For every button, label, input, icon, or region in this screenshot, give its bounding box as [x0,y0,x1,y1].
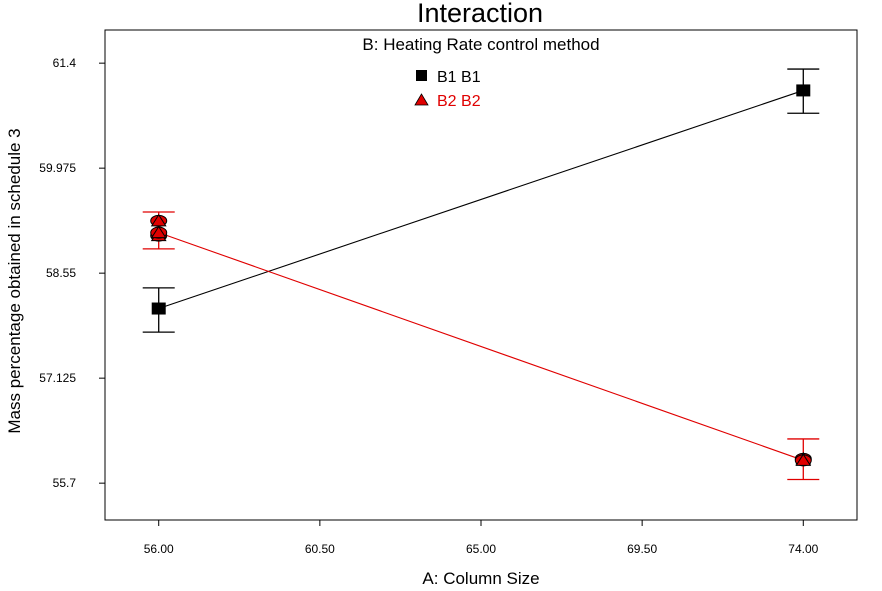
legend-label-b2: B2 B2 [437,93,481,110]
y-axis-label: Mass percentage obtained in schedule 3 [5,128,24,433]
data-point-b1 [151,302,166,315]
error-bars [142,68,820,481]
data-point-b1 [796,84,811,97]
plot-frame [104,29,858,521]
data-markers [150,84,812,467]
y-tick-label: 57.125 [39,371,76,385]
x-axis-label: A: Column Size [422,569,539,588]
series-lines [158,89,804,461]
chart-title: Interaction [417,0,543,28]
x-tick-label: 65.00 [466,542,496,556]
legend: B1 B1 B2 B2 [414,69,481,110]
y-tick-label: 55.7 [53,476,77,490]
data-point-b2 [150,225,167,239]
axes: 56.00 60.50 65.00 69.50 74.00 61.4 59.975 58.55… [39,56,818,556]
x-tick-label: 74.00 [788,542,818,556]
data-point-b2 [795,453,812,466]
legend-label-b1: B1 B1 [437,69,481,86]
series-line-b1 [158,89,804,310]
y-tick-label: 61.4 [53,56,77,70]
series-line-b2 [158,232,804,461]
y-tick-label: 58.55 [46,266,76,280]
legend-marker-b1 [416,70,427,81]
y-tick-label: 59.975 [39,161,76,175]
x-tick-label: 69.50 [627,542,657,556]
x-tick-label: 56.00 [144,542,174,556]
chart-subtitle: B: Heating Rate control method [362,35,599,54]
legend-marker-b2 [414,93,429,106]
x-tick-label: 60.50 [305,542,335,556]
